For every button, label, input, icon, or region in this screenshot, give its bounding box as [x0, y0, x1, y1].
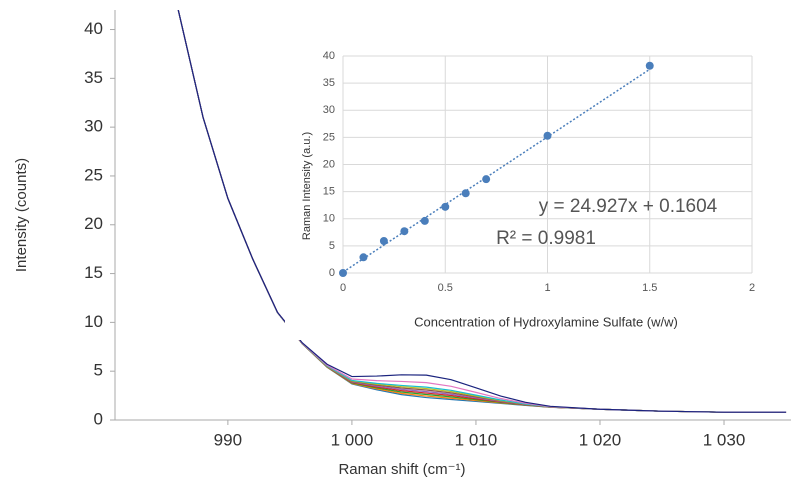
x-tick-label: 1.5	[642, 282, 657, 294]
y-tick-label: 10	[84, 312, 103, 331]
x-tick-label: 1 000	[331, 430, 374, 449]
trendline	[342, 68, 651, 273]
data-point	[400, 227, 409, 236]
y-tick-label: 40	[84, 19, 103, 38]
data-point	[420, 216, 429, 225]
trendline-equation: y = 24.927x + 0.1604	[539, 196, 718, 217]
inset-y-axis-label: Raman Intensity (a.u.)	[301, 132, 313, 240]
x-tick-label: 1 010	[455, 430, 498, 449]
y-tick-label: 25	[84, 165, 103, 184]
data-point	[379, 236, 388, 245]
inset-x-axis-label: Concentration of Hydroxylamine Sulfate (…	[414, 314, 678, 329]
x-axis-label: Raman shift (cm⁻¹)	[338, 461, 465, 478]
y-tick-label: 30	[323, 104, 335, 116]
x-tick-label: 2	[749, 282, 755, 294]
data-point	[461, 189, 470, 198]
y-axis-label: Intensity (counts)	[13, 158, 30, 272]
y-tick-label: 35	[323, 77, 335, 89]
data-point	[339, 269, 347, 277]
y-tick-label: 25	[323, 131, 335, 143]
x-tick-label: 0.5	[438, 282, 453, 294]
x-tick-label: 1	[544, 282, 550, 294]
y-tick-label: 10	[323, 213, 335, 225]
data-point	[359, 253, 368, 262]
y-tick-label: 5	[94, 361, 103, 380]
x-tick-label: 1 020	[579, 430, 622, 449]
x-tick-label: 990	[214, 430, 242, 449]
y-tick-label: 5	[329, 240, 335, 252]
y-tick-label: 15	[84, 263, 103, 282]
data-point	[482, 175, 491, 184]
y-tick-label: 15	[323, 186, 335, 198]
data-point	[645, 61, 654, 70]
x-tick-label: 0	[340, 282, 346, 294]
y-tick-label: 40	[323, 50, 335, 62]
y-tick-label: 0	[329, 267, 335, 279]
data-point	[543, 131, 552, 140]
spectrum-line	[177, 10, 787, 413]
inset-background	[285, 40, 771, 340]
y-tick-label: 35	[84, 68, 103, 87]
y-tick-label: 20	[84, 214, 103, 233]
y-tick-label: 20	[323, 158, 335, 170]
data-point	[441, 202, 450, 211]
r-squared: R² = 0.9981	[496, 228, 596, 249]
plot-lines	[177, 10, 787, 413]
x-tick-label: 1 030	[703, 430, 746, 449]
y-tick-label: 0	[94, 409, 103, 428]
y-tick-label: 30	[84, 117, 103, 136]
